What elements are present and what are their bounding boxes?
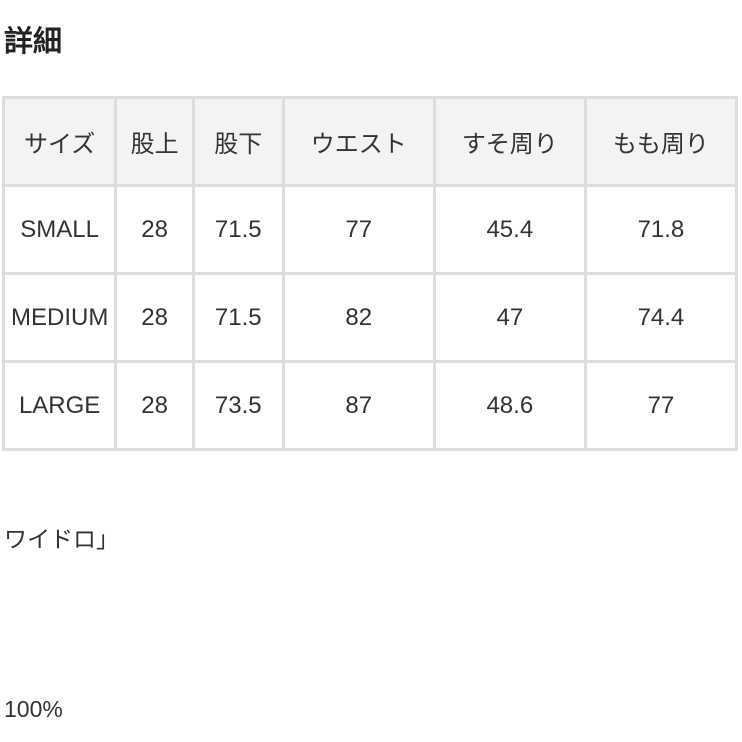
cell-hem: 48.6 bbox=[432, 360, 587, 451]
cell-inseam: 71.5 bbox=[191, 184, 285, 275]
header-hem: すそ周り bbox=[432, 96, 587, 187]
cell-size: LARGE bbox=[1, 360, 118, 451]
size-table: サイズ 股上 股下 ウエスト すそ周り もも周り SMALL 28 71.5 7… bbox=[1, 96, 739, 451]
cell-thigh: 71.8 bbox=[583, 184, 739, 275]
table-row: SMALL 28 71.5 77 45.4 71.8 bbox=[1, 184, 739, 275]
cell-thigh: 77 bbox=[583, 360, 739, 451]
cell-waist: 87 bbox=[281, 360, 436, 451]
cell-rise: 28 bbox=[114, 360, 195, 451]
cell-rise: 28 bbox=[114, 184, 195, 275]
header-thigh: もも周り bbox=[583, 96, 739, 187]
cell-inseam: 71.5 bbox=[191, 272, 285, 363]
cell-waist: 82 bbox=[281, 272, 436, 363]
section-title: 詳細 bbox=[4, 26, 63, 58]
material-line: 100% bbox=[4, 696, 63, 722]
header-waist: ウエスト bbox=[281, 96, 436, 187]
header-rise: 股上 bbox=[114, 96, 195, 187]
table-row: MEDIUM 28 71.5 82 47 74.4 bbox=[1, 272, 739, 363]
table-row: LARGE 28 73.5 87 48.6 77 bbox=[1, 360, 739, 451]
header-size: サイズ bbox=[1, 96, 118, 187]
cell-hem: 47 bbox=[432, 272, 587, 363]
cell-waist: 77 bbox=[281, 184, 436, 275]
table-header-row: サイズ 股上 股下 ウエスト すそ周り もも周り bbox=[1, 96, 739, 187]
cell-inseam: 73.5 bbox=[191, 360, 285, 451]
cell-size: MEDIUM bbox=[1, 272, 118, 363]
cell-rise: 28 bbox=[114, 272, 195, 363]
cell-thigh: 74.4 bbox=[583, 272, 739, 363]
description-line: ワイドロ」 bbox=[4, 526, 119, 552]
cell-size: SMALL bbox=[1, 184, 118, 275]
header-inseam: 股下 bbox=[191, 96, 285, 187]
cell-hem: 45.4 bbox=[432, 184, 587, 275]
